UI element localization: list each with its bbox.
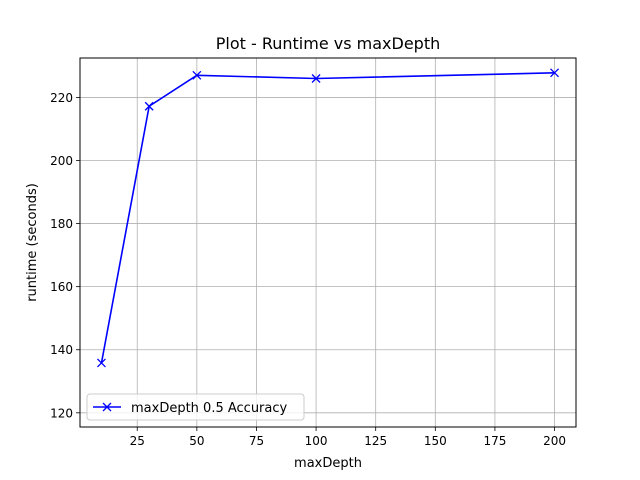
series-layer	[97, 68, 559, 368]
y-axis-label: runtime (seconds)	[25, 183, 40, 302]
plot-frame	[79, 57, 577, 428]
data-point-marker	[550, 68, 559, 78]
y-tick-label: 160	[50, 280, 73, 294]
legend-entry-label: maxDepth 0.5 Accuracy	[131, 401, 288, 416]
x-tick-label: 200	[543, 434, 566, 448]
data-point-marker	[311, 74, 321, 83]
x-axis-label: maxDepth	[294, 456, 362, 471]
y-tick-label: 120	[50, 406, 73, 420]
y-tick-label: 180	[50, 217, 73, 231]
x-tick-label: 50	[189, 434, 204, 448]
x-tick-label: 175	[483, 434, 506, 448]
x-tick-label: 25	[130, 434, 145, 448]
legend-marker-x-icon	[102, 402, 112, 412]
x-tick-label: 150	[424, 434, 447, 448]
y-tick-label: 140	[50, 343, 73, 357]
legend-box	[86, 393, 305, 421]
y-tick-label: 200	[50, 154, 73, 168]
x-tick-label: 75	[249, 434, 264, 448]
data-point-marker	[144, 101, 154, 111]
x-tick-label: 100	[305, 434, 328, 448]
data-point-marker	[97, 358, 106, 368]
y-tick-label: 220	[50, 91, 73, 105]
ticks: 25 50 75 100 125 150 175 200 120 140 160 180 200 220	[50, 91, 566, 448]
chart-title: Plot - Runtime vs maxDepth	[216, 34, 441, 53]
x-tick-label: 125	[364, 434, 387, 448]
data-point-marker	[192, 70, 202, 80]
legend: maxDepth 0.5 Accuracy	[86, 393, 305, 421]
